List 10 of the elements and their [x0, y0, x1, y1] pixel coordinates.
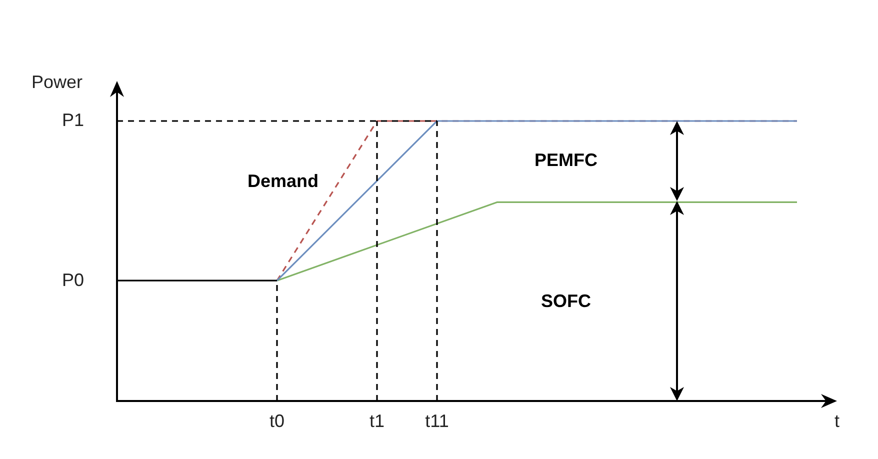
- annotation: SOFC: [540, 290, 592, 311]
- x-axis-title: t: [834, 410, 840, 431]
- x-tick-label: t0: [269, 410, 285, 431]
- text: P0: [62, 270, 84, 290]
- annotation: PEMFC: [534, 150, 598, 170]
- y-axis-title: Power: [31, 72, 83, 92]
- x-tick-label: t1: [369, 410, 385, 431]
- text: P1: [62, 110, 84, 130]
- x-tick-label: t11: [425, 410, 449, 431]
- annotation: Demand: [247, 170, 319, 191]
